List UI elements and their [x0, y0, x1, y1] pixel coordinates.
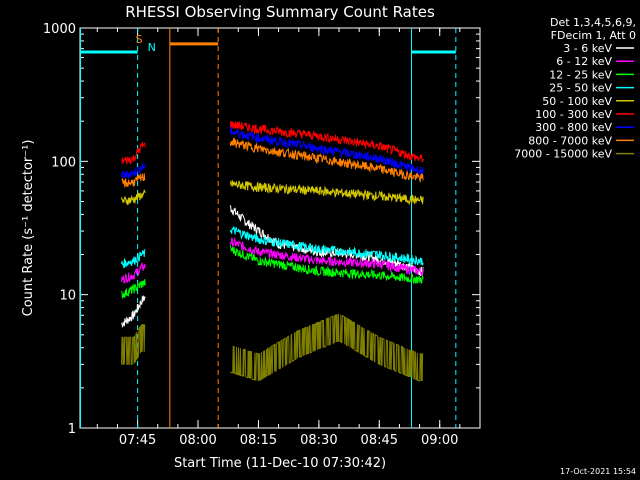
y-tick-label: 1	[68, 422, 76, 437]
series-line-2	[121, 262, 146, 284]
series-line-8	[229, 137, 424, 183]
legend-entry-label: 300 - 800 keV	[535, 121, 612, 134]
y-axis-label: Count Rate (s⁻¹ detector⁻¹)	[21, 140, 36, 317]
chart-title: RHESSI Observing Summary Count Rates	[125, 3, 435, 21]
x-tick-label: 08:15	[240, 433, 277, 448]
x-tick-label: 08:00	[179, 433, 216, 448]
series-line-6	[229, 120, 424, 163]
x-tick-label: 07:45	[119, 433, 156, 448]
legend-entry-label: 25 - 50 keV	[549, 82, 612, 95]
series-line-9	[121, 323, 146, 365]
legend-header-line-1: Det 1,3,4,5,6,9,	[550, 16, 636, 29]
x-tick-label: 09:00	[421, 433, 458, 448]
legend-entry-label: 50 - 100 keV	[542, 95, 612, 108]
x-tick-label: 08:30	[300, 433, 337, 448]
legend-entry-label: 800 - 7000 keV	[528, 134, 612, 147]
plot-frame	[79, 27, 481, 429]
legend-entry-label: 3 - 6 keV	[563, 42, 612, 55]
flag-s: S	[136, 33, 143, 46]
legend-entry-label: 100 - 300 keV	[535, 108, 612, 121]
legend: Det 1,3,4,5,6,9, FDecim 1, Att 0 3 - 6 k…	[514, 16, 636, 161]
series-line-5	[121, 189, 146, 206]
series-line-9	[230, 313, 424, 382]
series-line-7	[121, 163, 146, 179]
series-line-7	[229, 125, 424, 177]
series-line-8	[121, 172, 146, 188]
y-ticks: 1 10 100 1000	[43, 22, 480, 437]
x-tick-label: 08:45	[361, 433, 398, 448]
x-ticks: 07:45 08:00 08:15 08:30 08:45 09:00	[96, 28, 481, 448]
timestamp: 17-Oct-2021 15:54	[560, 467, 636, 476]
series-line-4	[229, 226, 424, 266]
series-line-4	[121, 248, 146, 268]
series-line-3	[121, 279, 146, 299]
legend-entry-label: 12 - 25 keV	[549, 68, 612, 81]
series-lines	[121, 120, 424, 382]
x-axis-label: Start Time (11-Dec-10 07:30:42)	[174, 456, 386, 471]
flag-markers: SN	[136, 33, 156, 54]
series-line-3	[229, 244, 424, 284]
y-tick-label: 1000	[43, 22, 76, 37]
legend-header-line-2: FDecim 1, Att 0	[551, 29, 636, 42]
legend-entry-label: 6 - 12 keV	[556, 55, 612, 68]
series-line-2	[229, 237, 424, 276]
flag-n: N	[148, 41, 156, 54]
legend-entry-label: 7000 - 15000 keV	[514, 148, 612, 161]
series-line-6	[121, 141, 146, 165]
y-tick-label: 10	[59, 289, 76, 304]
series-line-1	[121, 295, 146, 328]
y-tick-label: 100	[51, 155, 76, 170]
series-line-5	[229, 179, 424, 206]
